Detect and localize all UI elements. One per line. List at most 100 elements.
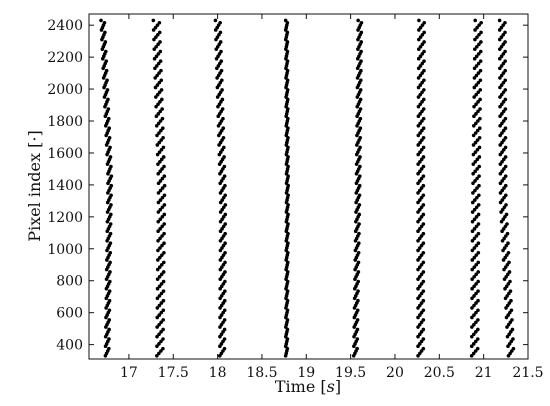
data-point: [155, 277, 160, 281]
data-point: [359, 59, 363, 63]
data-point: [160, 167, 164, 171]
data-point: [473, 349, 478, 353]
data-point: [156, 52, 161, 56]
data-point: [162, 231, 166, 236]
data-point: [473, 131, 478, 135]
data-point: [158, 227, 162, 231]
data-point: [474, 73, 479, 78]
data-point: [473, 179, 477, 183]
data-point: [162, 222, 166, 226]
data-point: [421, 250, 426, 255]
data-point: [222, 337, 227, 341]
data-point: [470, 277, 474, 281]
data-point: [109, 174, 114, 178]
data-point: [421, 126, 426, 130]
data-point: [157, 30, 162, 35]
data-point: [161, 337, 165, 341]
data-point: [220, 97, 225, 102]
y-tick-label: 800: [56, 274, 83, 290]
data-point: [155, 334, 159, 339]
data-point: [476, 71, 481, 75]
data-point: [162, 174, 167, 178]
data-point: [474, 291, 478, 296]
data-point: [157, 150, 162, 154]
y-tick-label: 2000: [47, 82, 83, 98]
y-tick-label: 1200: [47, 210, 83, 226]
data-point: [159, 339, 163, 344]
data-point: [358, 97, 363, 102]
data-point: [471, 133, 476, 138]
data-point: [153, 25, 158, 30]
data-point: [159, 68, 163, 73]
data-point: [474, 121, 478, 126]
data-point: [158, 236, 162, 241]
data-point: [155, 23, 160, 27]
data-point: [474, 272, 478, 277]
y-tick-label: 400: [56, 338, 83, 354]
data-point: [357, 203, 362, 207]
data-point: [358, 116, 363, 121]
data-point: [422, 97, 426, 102]
data-point: [151, 28, 156, 32]
data-point: [220, 88, 224, 92]
data-point: [157, 274, 162, 279]
data-point: [474, 205, 479, 210]
data-point: [218, 40, 223, 44]
data-point: [222, 298, 227, 303]
data-point: [160, 243, 164, 248]
data-point: [104, 59, 108, 63]
data-point: [472, 274, 476, 279]
data-point: [478, 107, 482, 111]
data-point: [222, 346, 227, 351]
data-point: [421, 308, 426, 313]
data-point: [472, 217, 477, 222]
data-point: [160, 97, 164, 102]
data-point: [503, 183, 508, 188]
data-point: [107, 135, 112, 140]
data-point: [160, 176, 165, 181]
x-tick-label: 21: [475, 365, 493, 381]
data-point: [471, 152, 476, 157]
data-point: [156, 200, 161, 205]
data-point: [421, 231, 426, 236]
data-point: [152, 47, 157, 51]
y-axis-title: Pixel index [·]: [25, 130, 44, 241]
data-point: [159, 138, 163, 142]
data-point: [159, 349, 163, 353]
data-point: [222, 308, 227, 313]
data-point: [358, 155, 362, 159]
data-point: [107, 126, 112, 130]
data-point: [162, 250, 166, 255]
data-point: [160, 126, 165, 130]
data-point: [357, 183, 362, 188]
data-point: [476, 222, 481, 226]
data-point: [471, 143, 476, 147]
data-point: [160, 215, 165, 219]
x-tick-label: 17: [120, 365, 138, 381]
y-tick-label: 1600: [47, 146, 83, 162]
x-tick-label: 21.5: [512, 365, 543, 381]
data-point: [508, 279, 512, 284]
data-point: [358, 145, 362, 150]
data-point: [503, 49, 507, 54]
data-point: [474, 243, 479, 248]
data-point: [159, 272, 164, 277]
data-point: [356, 18, 360, 23]
data-point: [358, 126, 363, 130]
data-point: [155, 133, 159, 138]
data-point: [108, 222, 113, 226]
data-point: [474, 92, 479, 97]
data-point: [472, 294, 476, 298]
data-point: [223, 260, 227, 265]
data-point: [156, 239, 160, 243]
data-point: [474, 301, 478, 305]
plot-frame: [88, 13, 529, 360]
data-point: [151, 18, 156, 23]
data-point: [105, 88, 110, 92]
data-point: [477, 164, 482, 169]
data-point: [223, 231, 227, 236]
data-point: [153, 66, 157, 71]
data-point: [223, 250, 227, 255]
data-point: [162, 241, 166, 245]
data-point: [109, 203, 113, 207]
